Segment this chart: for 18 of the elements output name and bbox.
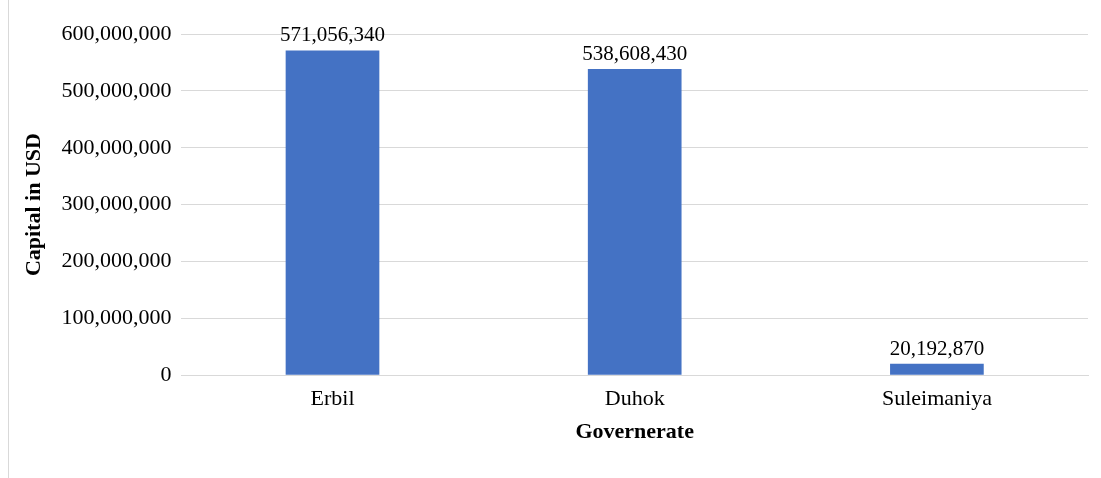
y-tick-label: 400,000,000 xyxy=(61,133,172,159)
y-tick-label: 0 xyxy=(160,360,172,386)
y-tick-label: 300,000,000 xyxy=(61,190,172,216)
x-axis-title: Governerate xyxy=(575,418,695,444)
bar xyxy=(890,363,984,375)
y-tick-label: 600,000,000 xyxy=(61,19,172,45)
data-label: 20,192,870 xyxy=(889,335,985,360)
bar xyxy=(587,68,682,375)
x-tick-label: Duhok xyxy=(604,385,665,411)
y-tick-label: 100,000,000 xyxy=(61,304,172,330)
y-axis-title: Capital in USD xyxy=(19,133,45,277)
data-label: 538,608,430 xyxy=(582,40,688,65)
y-tick-label: 200,000,000 xyxy=(61,247,172,273)
x-tick-label: Suleimaniya xyxy=(881,385,993,411)
bar xyxy=(285,50,380,375)
y-tick-label: 500,000,000 xyxy=(61,76,172,102)
x-tick-label: Erbil xyxy=(310,385,355,411)
data-label: 571,056,340 xyxy=(280,22,385,47)
